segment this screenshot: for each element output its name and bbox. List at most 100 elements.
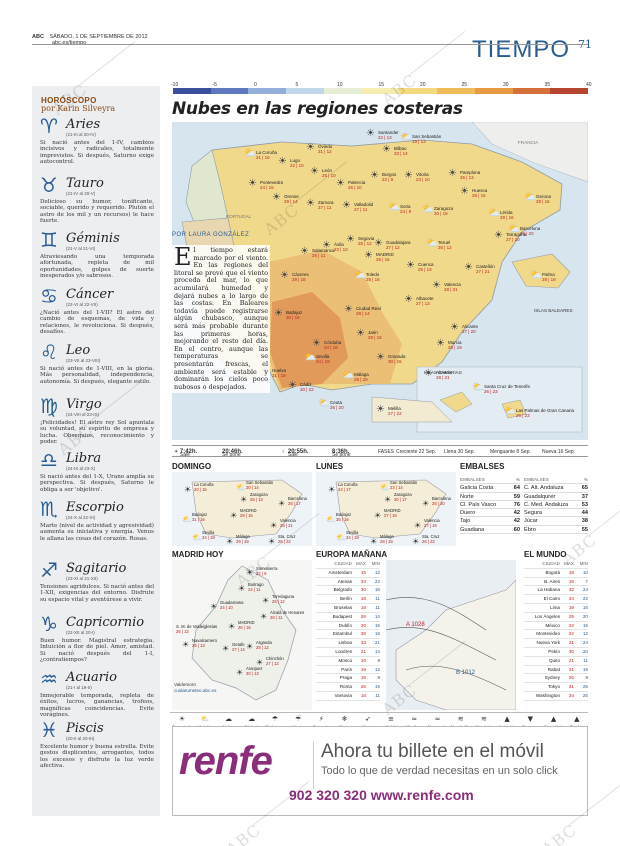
min-cell: 12 (374, 666, 380, 672)
sun-icon: ☀ (364, 250, 373, 261)
sign-dates: (22-VI al 22-VII) (66, 302, 98, 307)
mini-city-forecast: Sevilla 34 | 19 (346, 530, 359, 540)
horoscope-sign: ♎ Libra (24-IX al 23-X) Si nació antes del … (38, 450, 156, 506)
city-cell: Tokyo (548, 684, 560, 690)
min-cell: 20 (582, 648, 588, 654)
city-name: Lérida (500, 210, 513, 215)
city-temps: 28 | 19 (542, 277, 556, 282)
sun-icon: ☀ (182, 640, 190, 649)
mini-city-forecast: Badajoz 35 | 16 (336, 512, 351, 522)
scale-tick: 5 (295, 82, 299, 88)
sun-icon: ☀ (262, 596, 270, 605)
city-name: Bilbao (394, 146, 407, 151)
city-name: Cáceres (292, 272, 309, 277)
horoscope-sign: ♑ Capricornio (22-XII al 20-I) Buen humor. … (38, 614, 156, 670)
city-temps: 22 | 13 (378, 135, 392, 140)
place-temps: 26 | 12 (272, 599, 285, 604)
sun-icon: ⛅ (380, 483, 390, 492)
embalses-header: EMBALSES% (460, 476, 520, 485)
city-name: Guadalajara (386, 240, 411, 245)
embalses-right: EMBALSES% C. Alt. Andaluza 65 Guadalquivir 3… (524, 476, 588, 535)
sign-name: Virgo (66, 397, 102, 412)
mini-city-name: Valencia (280, 518, 296, 523)
city-name: Zaragoza (434, 206, 454, 211)
city-forecast: Palencia 26 | 10 (348, 180, 365, 190)
site-link[interactable]: abc.es/tiempo (52, 40, 87, 46)
sun-icon: ☀ (172, 626, 173, 636)
city-name: San Sebastián (412, 134, 442, 139)
sign-dates: (21-I al 19-II) (66, 685, 92, 690)
madrid-place: Navalcarnero 26 | 13 (192, 638, 217, 648)
max-cell: 34 (360, 578, 366, 584)
mini-city-forecast: San Sebastián 23 | 14 (390, 480, 417, 490)
sun-icon: ☀ (246, 642, 254, 651)
city-temps: 29 | 16 (500, 215, 514, 220)
table-row: Montevideo 22 12 (524, 630, 588, 640)
sun-icon: ☀ (210, 602, 218, 611)
city-temps: 29 | 14 (284, 199, 298, 204)
mini-city-forecast: La Coruña 20 | 15 (194, 482, 214, 492)
zodiac-piscis-icon: ♓ (40, 718, 58, 742)
city-cell: Dublín (338, 622, 352, 628)
embalse-name: Tajo (460, 518, 471, 525)
madrid-link[interactable]: cuidatumeteo.abc.es (174, 688, 217, 693)
scale-swatch (323, 88, 362, 94)
mini-city-name: Sevilla (202, 530, 215, 535)
city-cell: París (341, 666, 352, 672)
legend-chubascos-icon: ☂ (271, 715, 279, 723)
sign-text: Excelente humor y buena estrella. Evite … (40, 744, 154, 770)
table-row: Roma 26 19 (316, 683, 380, 692)
city-forecast: Las Palmas de Gran Canaria 26 | 23 (516, 408, 574, 418)
sun-icon: ☀ (270, 521, 278, 530)
embalse-name: Guadiana (460, 526, 485, 533)
min-cell: 19 (374, 631, 380, 637)
header-cell: MIN (371, 561, 380, 566)
sun-icon: ⛅ (236, 483, 246, 492)
header-rule (32, 44, 588, 45)
phase-creciente: Creciente 22 Sep. (396, 449, 437, 455)
mini-city-forecast: Sta. Cruz 26 | 22 (278, 534, 295, 544)
city-forecast: Málaga 28 | 20 (354, 372, 369, 382)
table-row: Berlín 18 11 (316, 595, 380, 604)
city-temps: 29 | 19 (448, 345, 462, 350)
sun-icon: ☀ (248, 178, 257, 189)
sun-icon: ☀ (370, 170, 379, 181)
horoscope-sign: ♍ Virgo (24-VIII al 23-IX) ¡Felicidades! El… (38, 396, 156, 452)
mini-city-name: Málaga (236, 534, 250, 539)
europa-title: EUROPA MAÑANA (316, 550, 388, 559)
table-row: Sydney 26 9 (524, 674, 588, 684)
ad-contact[interactable]: 902 320 320 www.renfe.com (289, 787, 474, 803)
city-cell: B. Aires (544, 578, 560, 584)
max-cell: 30 (360, 587, 366, 593)
embalse-row: Tajo 42 (460, 517, 520, 526)
sign-name: Capricornio (66, 615, 145, 630)
sign-text: Marte (nivel de actividad y agresividad)… (40, 523, 154, 542)
city-forecast: Jaén 29 | 18 (368, 330, 382, 340)
renfe-logo: renfe (179, 739, 273, 783)
city-name: Vitoria (416, 172, 429, 177)
city-cell: Rabat (547, 666, 560, 672)
max-cell: 16 (360, 657, 366, 663)
mini-city-forecast: MADRID 28 | 16 (240, 508, 257, 518)
city-name: Palma (542, 272, 555, 277)
mini-city-name: Sevilla (346, 530, 359, 535)
city-cell: Amsterdam (328, 569, 353, 575)
max-cell: 20 (360, 622, 366, 628)
mini-city-temps: 27 | 18 (384, 513, 397, 518)
city-name: Pontevedra (260, 180, 284, 185)
embalse-name: Segura (524, 510, 543, 517)
horoscope-sign: ♏ Escorpio (24-X al 22-XI) Marte (nivel de … (38, 499, 156, 555)
city-temps: 27 | 20 (462, 329, 476, 334)
city-name: Valladolid (354, 202, 374, 207)
max-cell: 25 (568, 613, 574, 619)
embalse-value: 38 (581, 518, 588, 525)
city-forecast: Oviedo 21 | 12 (318, 144, 332, 154)
sun-icon: ☀ (404, 170, 413, 181)
place-name: Somosierra (256, 566, 278, 571)
city-temps: 28 | 15 (472, 193, 486, 198)
renfe-advertisement[interactable]: renfe Ahora tu billete en el móvil Todo … (172, 726, 588, 816)
cloud-sun-icon: ⛅ (342, 370, 355, 381)
domingo-title: DOMINGO (172, 462, 212, 471)
cloud-sun-icon: ⛅ (304, 352, 317, 363)
sun-icon: ☀ (406, 260, 415, 271)
